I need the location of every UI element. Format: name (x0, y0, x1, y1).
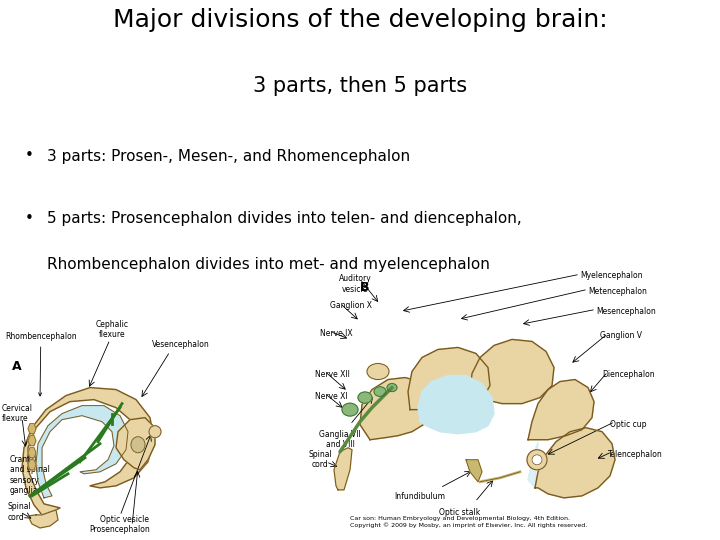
Text: A: A (12, 360, 22, 373)
Polygon shape (466, 460, 482, 482)
Circle shape (149, 426, 161, 438)
Text: Infundibulum: Infundibulum (395, 492, 446, 501)
Polygon shape (28, 460, 36, 470)
Ellipse shape (387, 383, 397, 392)
Polygon shape (334, 448, 352, 490)
Circle shape (527, 450, 547, 470)
Polygon shape (36, 406, 128, 498)
Ellipse shape (342, 403, 358, 416)
Ellipse shape (131, 437, 145, 453)
Text: Metencephalon: Metencephalon (588, 287, 647, 296)
Ellipse shape (374, 387, 386, 396)
Text: Ganglia VII
and VIII: Ganglia VII and VIII (319, 430, 361, 449)
Polygon shape (28, 510, 58, 528)
Text: 3 parts: Prosen-, Mesen-, and Rhomencephalon: 3 parts: Prosen-, Mesen-, and Rhomenceph… (47, 148, 410, 164)
Ellipse shape (367, 363, 389, 380)
Text: Telencephalon: Telencephalon (608, 450, 662, 459)
Text: Nerve XII: Nerve XII (315, 369, 350, 379)
Text: •: • (25, 148, 34, 164)
Text: Mesencephalon: Mesencephalon (596, 307, 656, 316)
Text: B: B (360, 281, 369, 294)
Text: Ganglion V: Ganglion V (600, 332, 642, 340)
Polygon shape (22, 388, 154, 515)
Text: 5 parts: Prosencephalon divides into telen- and diencephalon,: 5 parts: Prosencephalon divides into tel… (47, 211, 521, 226)
Text: Spinal
cord: Spinal cord (8, 502, 32, 522)
Polygon shape (28, 448, 36, 458)
Polygon shape (535, 428, 615, 498)
Polygon shape (528, 380, 594, 440)
Polygon shape (470, 340, 554, 403)
Polygon shape (418, 375, 494, 434)
Polygon shape (528, 442, 538, 488)
Text: Auditory
vesicle: Auditory vesicle (338, 274, 372, 294)
Polygon shape (28, 424, 36, 434)
Text: Nerve XI: Nerve XI (315, 392, 348, 401)
Text: Spinal
cord: Spinal cord (308, 450, 332, 469)
Text: Cephalic
flexure: Cephalic flexure (96, 320, 128, 340)
Circle shape (532, 455, 542, 465)
Text: Optic cup: Optic cup (610, 420, 647, 429)
Text: Prosencephalon: Prosencephalon (89, 525, 150, 535)
Polygon shape (360, 377, 432, 440)
Text: Car son: Human Embryology and Developmental Biology, 4th Edition.
Copyright © 20: Car son: Human Embryology and Developmen… (350, 516, 588, 528)
Text: Cranial
and spinal
sensory
ganglia: Cranial and spinal sensory ganglia (10, 455, 50, 495)
Text: •: • (25, 211, 34, 226)
Text: Ganglion X: Ganglion X (330, 301, 372, 310)
Polygon shape (28, 436, 36, 446)
Polygon shape (408, 347, 490, 411)
Text: Optic stalk: Optic stalk (439, 508, 481, 517)
Text: Myelencephalon: Myelencephalon (580, 271, 642, 280)
Text: Cervical
flexure: Cervical flexure (2, 404, 33, 423)
Text: 3 parts, then 5 parts: 3 parts, then 5 parts (253, 76, 467, 96)
Polygon shape (116, 417, 155, 470)
Text: Rhombencephalon: Rhombencephalon (5, 333, 76, 396)
Text: Rhombencephalon divides into met- and myelencephalon: Rhombencephalon divides into met- and my… (47, 256, 490, 272)
Text: Vesencephalon: Vesencephalon (152, 340, 210, 349)
Text: Optic vesicle: Optic vesicle (100, 516, 149, 524)
Text: Nerve IX: Nerve IX (320, 329, 353, 339)
Text: Diencephalon: Diencephalon (602, 369, 654, 379)
Text: Major divisions of the developing brain:: Major divisions of the developing brain: (113, 8, 607, 32)
Ellipse shape (358, 392, 372, 403)
